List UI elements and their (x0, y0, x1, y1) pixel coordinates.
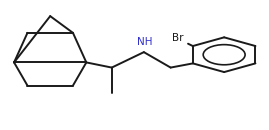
Text: Br: Br (172, 33, 184, 43)
Text: NH: NH (137, 37, 153, 47)
